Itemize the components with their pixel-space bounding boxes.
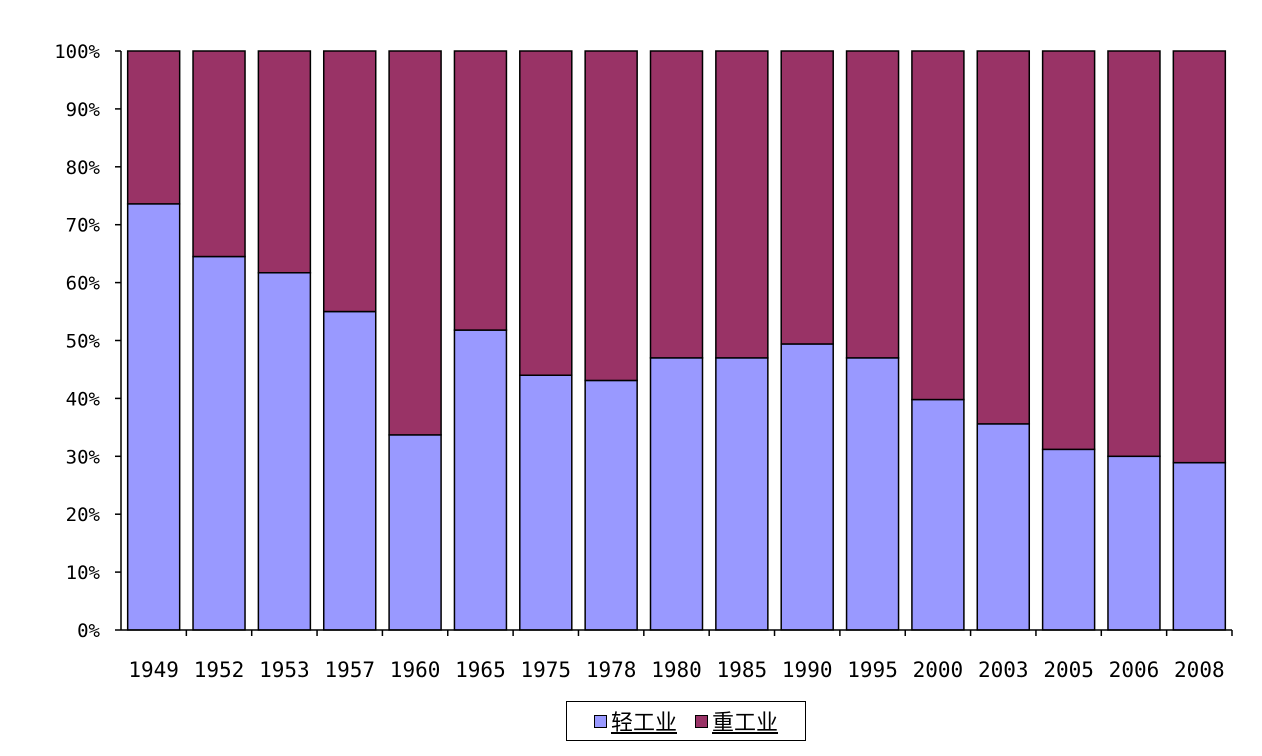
bar-segment-heavy-1965: [453, 50, 508, 331]
legend-swatch-heavy: [695, 714, 708, 728]
x-tick-label: 1978: [586, 658, 637, 682]
x-tick-label: 2006: [1109, 658, 1160, 682]
bar-segment-heavy-2003: [976, 50, 1031, 425]
x-tick-label: 1990: [782, 658, 833, 682]
bar-segment-light-1985: [715, 357, 769, 631]
bar-segment-light-2006: [1107, 455, 1161, 631]
bar-segment-heavy-2000: [911, 50, 965, 401]
y-tick-label: 0%: [77, 620, 100, 642]
x-tick-label: 2003: [978, 658, 1029, 682]
bar-segment-light-1957: [322, 310, 377, 631]
bar-segment-heavy-1980: [649, 50, 704, 359]
x-axis: 1949 1952 1953 1957 1960 1965 1975 1978 1980 1985…: [121, 629, 1233, 682]
x-tick-label: 1965: [455, 658, 506, 682]
y-tick-label: 60%: [66, 273, 101, 295]
x-tick-label: 1957: [324, 658, 375, 682]
bar-segment-light-1990: [780, 343, 834, 631]
x-tick-label: 1995: [847, 658, 898, 682]
y-tick-label: 10%: [66, 562, 101, 584]
x-tick-label: 1975: [521, 658, 572, 682]
y-tick-label: 50%: [66, 331, 101, 353]
x-tick-label: 1953: [259, 658, 310, 682]
x-tick-label: 1980: [651, 658, 702, 682]
x-tick-label: 1960: [390, 658, 441, 682]
y-tick-label: 70%: [66, 215, 101, 237]
bar-segment-heavy-1975: [519, 50, 573, 376]
bar-segment-heavy-1990: [780, 50, 834, 345]
bar-segment-heavy-2005: [1041, 50, 1096, 451]
x-tick-label: 1985: [717, 658, 768, 682]
bar-segment-light-1952: [192, 255, 246, 631]
legend-item-heavy: 重工业: [695, 705, 778, 737]
x-tick-label: 1949: [128, 658, 179, 682]
y-axis: 0% 10% 20% 30% 40% 50% 60% 70% 80% 90% 100%: [54, 41, 122, 642]
bar-segment-heavy-1953: [257, 50, 312, 274]
legend-item-light: 轻工业: [593, 705, 677, 737]
legend-swatch-light: [593, 714, 607, 728]
bar-segment-heavy-1995: [845, 50, 900, 359]
bar-segment-light-2008: [1172, 461, 1227, 631]
bar-segment-heavy-2008: [1172, 50, 1227, 464]
bar-segment-light-1980: [649, 357, 704, 631]
bar-segment-light-1960: [388, 434, 442, 631]
y-tick-label: 30%: [66, 446, 101, 468]
y-tick-label: 100%: [54, 41, 100, 63]
y-tick-label: 90%: [66, 99, 101, 121]
bar-segment-light-1953: [257, 272, 312, 631]
x-tick-label: 2000: [913, 658, 964, 682]
bars: [126, 50, 1227, 631]
bar-segment-heavy-1978: [584, 50, 638, 382]
y-tick-label: 40%: [66, 388, 101, 410]
bar-segment-light-1978: [584, 379, 638, 631]
x-tick-label: 1952: [194, 658, 245, 682]
legend-label-heavy: 重工业: [712, 711, 779, 736]
bar-segment-light-2000: [911, 398, 965, 631]
x-tick-label: 2005: [1043, 658, 1094, 682]
bar-segment-heavy-1960: [388, 50, 442, 436]
bar-segment-heavy-1985: [715, 50, 769, 359]
bar-segment-heavy-1949: [126, 50, 181, 205]
y-tick-label: 80%: [66, 157, 101, 179]
x-tick-label: 2008: [1174, 658, 1225, 682]
y-tick-label: 20%: [66, 504, 101, 526]
stacked-bar-chart: 0%10%20%30%40%50%60%70%80%90%100% 1949 19…: [54, 41, 1233, 682]
bar-segment-light-1975: [519, 374, 573, 631]
bar-segment-light-1995: [845, 357, 900, 631]
bar-segment-light-1965: [453, 329, 508, 631]
legend-label-light: 轻工业: [610, 711, 677, 736]
bar-segment-heavy-1952: [192, 50, 246, 258]
bar-segment-light-1949: [126, 203, 181, 631]
bar-segment-heavy-1957: [322, 50, 377, 313]
bar-segment-light-2003: [976, 423, 1031, 631]
bar-segment-light-2005: [1041, 448, 1096, 631]
legend: 轻工业 重工业: [566, 701, 806, 741]
bar-segment-heavy-2006: [1107, 50, 1161, 458]
